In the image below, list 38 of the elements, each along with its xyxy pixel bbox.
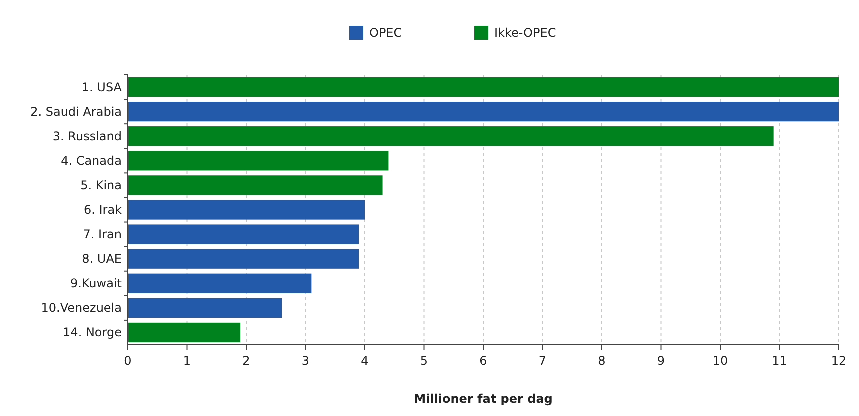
y-tick-label: 6. Irak [84, 203, 122, 217]
bar [128, 249, 360, 269]
bar [128, 77, 839, 98]
x-tick-label: 3 [302, 354, 310, 368]
x-tick-label: 5 [420, 354, 428, 368]
legend-label: OPEC [370, 26, 402, 40]
bar [128, 298, 282, 318]
x-tick-label: 11 [772, 354, 788, 368]
x-tick-label: 9 [657, 354, 666, 368]
legend-label: Ikke-OPEC [494, 26, 556, 40]
x-tick-label: 12 [831, 354, 847, 368]
y-tick-label: 5. Kina [80, 178, 122, 192]
y-tick-label: 10.Venezuela [41, 301, 122, 316]
x-tick-label: 1 [183, 354, 192, 368]
y-tick-label: 9.Kuwait [70, 276, 122, 291]
y-tick-label: 2. Saudi Arabia [30, 104, 122, 119]
x-tick-label: 2 [242, 354, 250, 368]
x-tick-label: 0 [124, 354, 132, 368]
x-tick-label: 8 [598, 354, 606, 368]
x-tick-label: 6 [480, 354, 488, 368]
y-tick-label: 8. UAE [82, 252, 122, 266]
bar [128, 224, 360, 244]
bar [128, 176, 383, 196]
y-tick-label: 1. USA [82, 80, 123, 94]
y-tick-label: 4. Canada [61, 154, 122, 168]
x-tick-label: 7 [538, 354, 547, 368]
x-tick-label: 10 [712, 354, 728, 368]
bar [128, 102, 839, 122]
bar [128, 200, 365, 220]
y-tick-label: 3. Russland [52, 129, 122, 144]
bar [128, 151, 389, 171]
y-tick-label: 14. Norge [63, 326, 122, 340]
bar [128, 126, 774, 146]
bar [128, 274, 312, 294]
x-tick-label: 4 [361, 354, 369, 368]
x-axis-title: Millioner fat per dag [414, 392, 553, 406]
bar [128, 322, 241, 343]
y-tick-label: 7. Iran [83, 228, 122, 242]
